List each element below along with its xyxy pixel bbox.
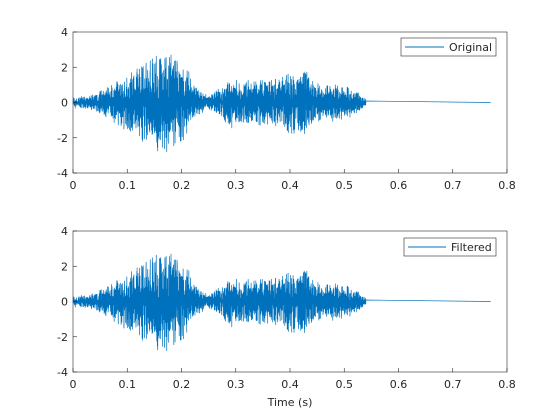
- x-tick-label: 0.1: [119, 179, 137, 192]
- y-tick-label: 4: [61, 225, 68, 238]
- subplot-filtered: 0 0.1 0.2 0.3 0.4 0.5 0.6 0.7 0.8 4 2 0 -2 -4 Filtere…: [57, 225, 516, 409]
- x-tick-label: 0.6: [390, 179, 408, 192]
- x-tick-label: 0.4: [281, 179, 299, 192]
- x-tick-label: 0.8: [498, 179, 516, 192]
- y-tick-label: -2: [57, 331, 68, 344]
- y-tick-label: 2: [61, 260, 68, 273]
- x-tick-label: 0.3: [227, 378, 245, 391]
- x-tick-label: 0.8: [498, 378, 516, 391]
- x-tick-label: 0.4: [281, 378, 299, 391]
- series-line-filtered: [72, 253, 491, 352]
- x-tick-label: 0.5: [336, 378, 354, 391]
- legend: Filtered: [403, 237, 497, 257]
- x-axis-label: Time (s): [267, 396, 313, 409]
- x-tick-label: 0: [70, 378, 77, 391]
- x-tick-label: 0: [70, 179, 77, 192]
- x-tick-label: 0.7: [444, 179, 462, 192]
- legend-box: [400, 37, 497, 57]
- y-tick-label: -2: [57, 132, 68, 145]
- legend: Original: [400, 37, 497, 57]
- y-tick-label: 2: [61, 61, 68, 74]
- axis-ticks: 0 0.1 0.2 0.3 0.4 0.5 0.6 0.7 0.8 4 2 0 -2 -4: [57, 225, 516, 391]
- subplot-original: 0 0.1 0.2 0.3 0.4 0.5 0.6 0.7 0.8 4 2 0 -2 -4 Origina…: [57, 26, 516, 192]
- y-tick-label: 0: [61, 296, 68, 309]
- x-tick-label: 0.5: [336, 179, 354, 192]
- x-tick-label: 0.3: [227, 179, 245, 192]
- legend-label: Original: [449, 41, 492, 54]
- x-tick-label: 0.7: [444, 378, 462, 391]
- series-line-original: [72, 54, 491, 153]
- legend-box: [403, 237, 497, 257]
- y-tick-label: 4: [61, 26, 68, 39]
- x-tick-label: 0.2: [173, 179, 191, 192]
- y-tick-label: 0: [61, 97, 68, 110]
- y-tick-label: -4: [57, 366, 68, 379]
- axis-ticks: 0 0.1 0.2 0.3 0.4 0.5 0.6 0.7 0.8 4 2 0 -2 -4: [57, 26, 516, 192]
- x-tick-label: 0.1: [119, 378, 137, 391]
- x-tick-label: 0.2: [173, 378, 191, 391]
- y-tick-label: -4: [57, 167, 68, 180]
- x-tick-label: 0.6: [390, 378, 408, 391]
- legend-label: Filtered: [451, 241, 492, 254]
